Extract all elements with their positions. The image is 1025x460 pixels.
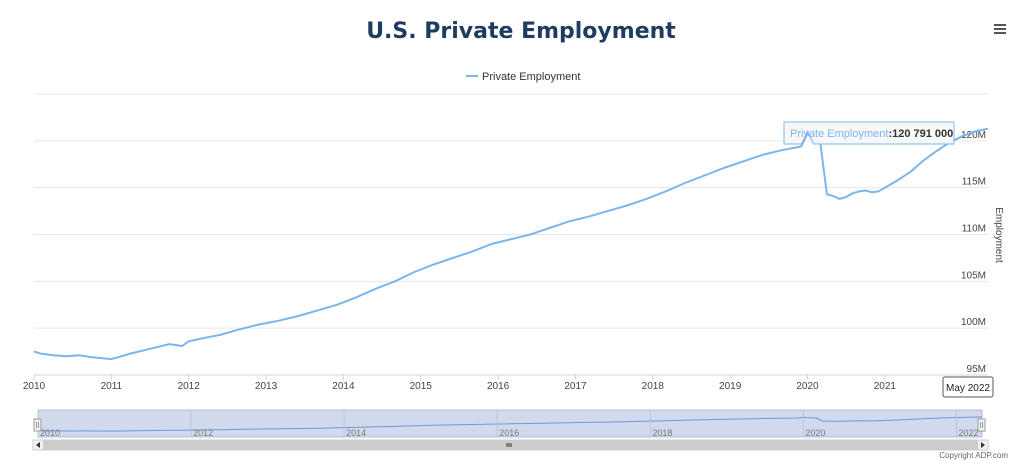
- x-tick-label: 2010: [23, 381, 46, 392]
- x-tick-label: 2013: [255, 381, 278, 392]
- y-tick-label: 105M: [961, 270, 986, 281]
- navigator-tick-label: 2020: [805, 428, 825, 438]
- tooltip-box: [783, 121, 955, 145]
- range-label-text: May 2022: [946, 383, 990, 394]
- tooltip: Private Employment: 120 791 000: [783, 121, 955, 145]
- chart-title: U.S. Private Employment: [366, 19, 676, 44]
- y-tick-label: 100M: [961, 317, 986, 328]
- legend-item-private-employment[interactable]: Private Employment: [482, 71, 580, 83]
- navigator-tick-label: 2022: [958, 428, 978, 438]
- y-tick-label: 110M: [962, 224, 986, 235]
- scroll-left-arrow-icon[interactable]: [36, 442, 40, 448]
- scroll-right-arrow-icon[interactable]: [981, 442, 985, 448]
- plot-area[interactable]: [33, 127, 989, 361]
- y-axis: 95M 100M 105M 110M 115M 120M: [961, 130, 986, 375]
- y-tick-label: 115M: [962, 177, 986, 188]
- x-tick-label: 2012: [178, 381, 201, 392]
- x-tick-label: 2011: [101, 381, 123, 392]
- x-axis: 2010 2011 2012 2013 2014 2015 2016 2017 2018 2019…: [23, 375, 974, 392]
- x-tick-label: 2021: [874, 381, 897, 392]
- x-tick-label: 2015: [410, 381, 433, 392]
- x-tick-label: 2016: [487, 381, 510, 392]
- series-line-private-employment[interactable]: [33, 127, 989, 361]
- tooltip-colon: :: [888, 128, 892, 140]
- tooltip-series-name: Private Employment: [790, 128, 888, 140]
- x-tick-label: 2020: [796, 381, 819, 392]
- navigator-handle-right[interactable]: [977, 418, 986, 432]
- navigator-tick-label: 2016: [499, 428, 519, 438]
- navigator-series-line: [37, 416, 983, 432]
- tooltip-value: 120 791 000: [892, 128, 953, 140]
- credits-text[interactable]: Copyright ADP.com: [939, 451, 1008, 460]
- x-tick-label: 2019: [719, 381, 742, 392]
- navigator-handle-left[interactable]: [33, 418, 42, 432]
- y-tick-label: 95M: [967, 364, 986, 375]
- navigator-tick-label: 2014: [346, 428, 366, 438]
- navigator-tick-label: 2010: [40, 428, 60, 438]
- navigator-tick-label: 2018: [652, 428, 672, 438]
- navigator-tick-label: 2012: [193, 428, 213, 438]
- y-axis-title: Employment: [993, 207, 1004, 263]
- x-tick-label: 2014: [332, 381, 355, 392]
- hamburger-menu-icon[interactable]: [992, 22, 1008, 36]
- x-tick-label: 2017: [564, 381, 587, 392]
- range-label-box: [942, 376, 994, 398]
- y-tick-label: 120M: [961, 130, 986, 141]
- range-end-date-label: May 2022: [942, 376, 994, 398]
- legend[interactable]: Private Employment: [466, 71, 580, 83]
- navigator[interactable]: 2010 2012 2014 2016 2018 2020 2022: [32, 409, 989, 451]
- x-tick-label: 2018: [642, 381, 665, 392]
